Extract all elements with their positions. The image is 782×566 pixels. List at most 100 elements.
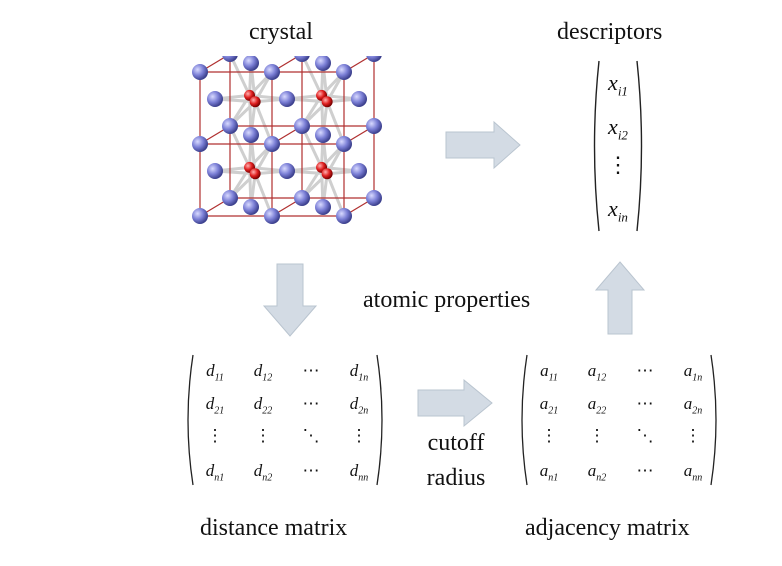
cutoff-label: cutoff: [427, 430, 485, 456]
blue-atom: [315, 56, 331, 71]
right-paren: [376, 354, 383, 486]
matrix-cell: ⋯: [636, 461, 654, 480]
matrix-cell: ⋱: [636, 426, 654, 445]
matrix-cell: a12: [587, 361, 607, 384]
atomic-properties-label: atomic properties: [363, 287, 531, 313]
blue-atom: [294, 190, 310, 206]
blue-atom: [294, 56, 310, 62]
arrow-down-left: [262, 263, 318, 337]
subscript: i1: [617, 83, 628, 99]
x-symbol: x: [608, 196, 618, 221]
arrow-up-right: [594, 261, 646, 335]
red-atom: [249, 168, 261, 180]
left-paren: [521, 354, 528, 486]
blue-atom: [336, 64, 352, 80]
matrix-cell: d22: [253, 394, 273, 417]
matrix-cell: ⋯: [636, 394, 654, 413]
blue-atom: [279, 163, 295, 179]
matrix-cell: a21: [539, 394, 559, 417]
x-symbol: x: [608, 114, 618, 139]
blue-atom: [336, 136, 352, 152]
crystal-structure-icon: [192, 56, 382, 224]
matrix-cell: d21: [205, 394, 225, 417]
matrix-cell: an2: [587, 461, 607, 484]
blue-atom: [243, 56, 259, 71]
descriptor-vdots: ⋮: [607, 152, 629, 177]
matrix-cell: ⋯: [302, 394, 320, 413]
right-paren: [636, 60, 643, 232]
blue-atom: [351, 91, 367, 107]
blue-atom: [264, 64, 280, 80]
matrix-cell: a22: [587, 394, 607, 417]
descriptor-vector: xi1 xi2 ⋮ xin: [588, 58, 648, 234]
matrix-cell: ⋮: [206, 426, 224, 445]
blue-atom: [351, 163, 367, 179]
blue-atom: [279, 91, 295, 107]
blue-atom: [192, 64, 208, 80]
blue-atom: [222, 118, 238, 134]
blue-atom: [192, 208, 208, 224]
blue-atom: [366, 118, 382, 134]
arrow-shape: [445, 120, 521, 170]
matrix-cell: dn2: [253, 461, 273, 484]
blue-atom: [315, 199, 331, 215]
blue-atom: [315, 127, 331, 143]
matrix-cell: an1: [539, 461, 559, 484]
blue-atom: [222, 190, 238, 206]
radius-label: radius: [426, 465, 486, 491]
blue-atom: [243, 127, 259, 143]
matrix-cell: ⋮: [540, 426, 558, 445]
left-paren: [187, 354, 194, 486]
blue-atom: [264, 136, 280, 152]
red-atom: [321, 96, 333, 108]
left-paren: [593, 60, 600, 232]
matrix-cell: ⋮: [350, 426, 368, 445]
matrix-cell: a1n: [683, 361, 703, 384]
arrow-shape: [262, 263, 318, 337]
distance-matrix-label: distance matrix: [200, 515, 348, 541]
descriptor-xi1: xi1: [588, 70, 648, 99]
subscript: i2: [617, 127, 628, 143]
blue-atom: [294, 118, 310, 134]
arrow-right-bottom: [417, 378, 493, 428]
blue-atom: [366, 190, 382, 206]
matrix-cell: a2n: [683, 394, 703, 417]
arrow-shape: [594, 261, 646, 335]
blue-atom: [207, 163, 223, 179]
blue-atom: [192, 136, 208, 152]
blue-atom: [336, 208, 352, 224]
red-atom: [321, 168, 333, 180]
blue-atom: [243, 199, 259, 215]
matrix-cell: ⋯: [302, 361, 320, 380]
matrix-cell: dnn: [349, 461, 369, 484]
matrix-cell: a11: [540, 361, 558, 384]
descriptor-xi2: xi2: [588, 114, 648, 143]
matrix-cell: d12: [253, 361, 273, 384]
blue-atom: [222, 56, 238, 62]
arrow-shape: [417, 378, 493, 428]
subscript: in: [617, 209, 628, 225]
matrix-cell: ⋮: [684, 426, 702, 445]
arrow-right-top: [445, 120, 521, 170]
matrix-cell: d11: [206, 361, 224, 384]
descriptors-label: descriptors: [557, 19, 663, 45]
distance-matrix: d11 d12 ⋯ d1n d21 d22 ⋯ d2n ⋮ ⋮ ⋱ ⋮ dn1 dn2 ⋯ dnn: [182, 352, 388, 488]
blue-atom: [264, 208, 280, 224]
adjacency-matrix: a11 a12 ⋯ a1n a21 a22 ⋯ a2n ⋮ ⋮ ⋱ ⋮ an1 an2 ⋯ ann: [516, 352, 722, 488]
crystal-label: crystal: [249, 19, 313, 45]
matrix-cell: ⋮: [588, 426, 606, 445]
matrix-cell: ⋱: [302, 426, 320, 445]
descriptor-xin: xin: [588, 196, 648, 225]
matrix-cell: ⋮: [254, 426, 272, 445]
blue-atom: [366, 56, 382, 62]
right-paren: [710, 354, 717, 486]
matrix-cell: ann: [683, 461, 703, 484]
matrix-cell: d2n: [349, 394, 369, 417]
adjacency-matrix-label: adjacency matrix: [525, 515, 690, 541]
matrix-cell: dn1: [205, 461, 225, 484]
x-symbol: x: [608, 70, 618, 95]
red-atom: [249, 96, 261, 108]
blue-atom: [207, 91, 223, 107]
matrix-cell: ⋯: [302, 461, 320, 480]
matrix-cell: d1n: [349, 361, 369, 384]
